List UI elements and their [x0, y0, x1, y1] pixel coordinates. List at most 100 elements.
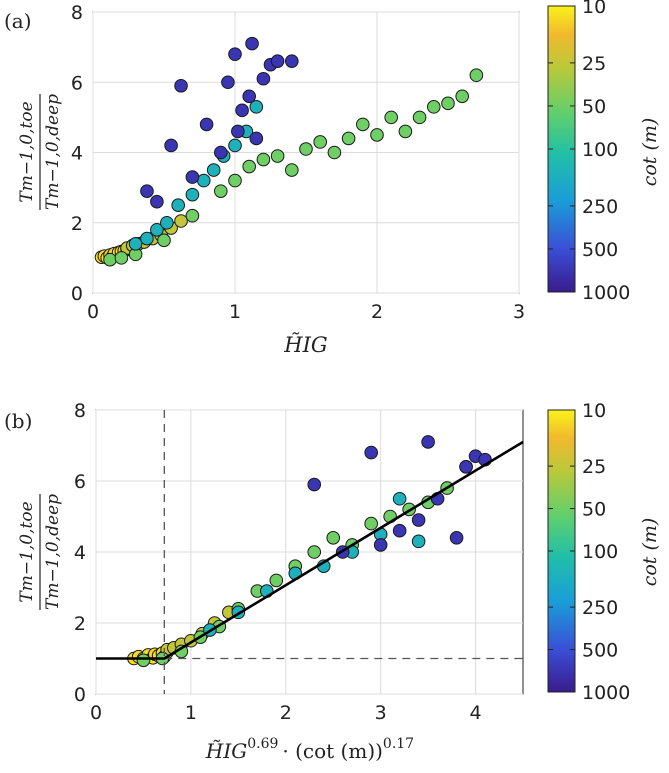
panel-a-data-point [221, 75, 235, 90]
panel-a-data-point [285, 163, 299, 177]
panel-a-data-point [313, 135, 328, 149]
panel-b-xtick-label: 4 [470, 702, 482, 724]
panel-b-xlabel: H̃IG0.69 · (cot (m))0.17 [205, 736, 414, 763]
panel-a-data-point [235, 103, 249, 118]
panel-a-data-point [327, 145, 342, 160]
panel-b-data-point [307, 545, 322, 559]
panel-b-ytick-label: 6 [74, 471, 86, 493]
panel-a-data-point [174, 214, 188, 228]
panel-a-ylabel: Tm−1,0,toe Tm−1,0,deep [17, 94, 63, 210]
panel-a-cb-tick-label: 500 [582, 239, 618, 261]
panel-a-data-point [356, 117, 370, 132]
panel-a-data-point [150, 194, 164, 209]
panel-b-ylabel: Tm−1,0,toe Tm−1,0,deep [17, 494, 63, 610]
panel-a-xtick-label: 3 [513, 301, 525, 323]
panel-b-data-point [421, 435, 435, 449]
panel-a-data-point [114, 251, 129, 265]
panel-b-data-point [269, 573, 284, 588]
panel-a-data-point [256, 152, 271, 167]
panel-a-data-point [469, 68, 484, 83]
panel-a-cb-tick-label: 100 [582, 139, 618, 161]
panel-a-data-point [228, 173, 242, 188]
panel-b-ytick-label: 0 [74, 684, 86, 706]
panel-b-cb-tick-label: 1000 [582, 682, 630, 704]
panel-b-colorbar-ticks: 10 25 50 100 250 500 1000 [548, 400, 630, 704]
panel-b-data-point [392, 491, 407, 506]
panel-b-ytick-label: 2 [74, 613, 86, 635]
panel-a-data-point [228, 138, 242, 153]
panel-b: (b) 0 1 2 3 4 0 2 4 6 8 Tm−1,0,toe Tm−1,0,deep H̃… [4, 400, 661, 763]
panel-a-data-point [214, 145, 228, 160]
panel-b-data-point [326, 531, 341, 545]
panel-b-data-point [411, 534, 426, 549]
panel-b-fit-line [96, 440, 524, 660]
panel-a-data-point [249, 100, 264, 114]
panel-b-ylabel-denominator: Tm−1,0,deep [43, 494, 63, 610]
panel-a-colorbar-ticks: 10 25 50 100 250 500 1000 [548, 0, 630, 304]
panel-a-data-point [441, 96, 455, 111]
panel-a-data-point [242, 89, 256, 104]
panel-a-data-point [270, 54, 285, 68]
panel-b-ticks: 0 1 2 3 4 0 2 4 6 8 [74, 400, 482, 724]
panel-a-xlabel: H̃IG [283, 333, 327, 357]
panel-a-data-point [214, 184, 228, 198]
panel-a-xtick-label: 0 [87, 301, 99, 323]
panel-b-xlabel-exp1: 0.69 [247, 736, 278, 752]
panel-a-ytick-label: 6 [71, 72, 83, 94]
panel-b-data-point [449, 531, 464, 545]
panel-b-data-point [364, 445, 378, 460]
panel-a-data-point [103, 252, 117, 267]
panel-a-data-point [140, 231, 154, 246]
panel-a-data-point [299, 142, 313, 156]
panel-b-data-point [373, 538, 388, 552]
panel-b-xlabel-exp2: 0.17 [383, 736, 414, 752]
panel-a-data-point [185, 187, 200, 202]
panel-a-ytick-label: 2 [71, 213, 83, 235]
panel-a-label: (a) [4, 9, 32, 33]
panel-b-cb-tick-label: 250 [582, 597, 618, 619]
panel-a-cb-tick-label: 10 [582, 0, 606, 18]
panel-a-data-point [199, 117, 214, 132]
panel-a-points [94, 36, 484, 267]
panel-a-data-point [171, 198, 185, 212]
panel-b-lines [96, 410, 524, 694]
panel-a-data-point [174, 78, 188, 93]
panel-b-data-point [136, 653, 151, 668]
panel-a-ytick-label: 4 [71, 143, 83, 165]
panel-b-xtick-label: 1 [185, 702, 197, 724]
panel-a-data-point [128, 237, 143, 251]
panel-a-cb-tick-label: 50 [582, 96, 606, 118]
panel-b-xlabel-mid: · (cot (m)) [282, 739, 383, 763]
panel-a-data-point [164, 138, 178, 153]
panel-a-data-point [140, 184, 154, 198]
panel-a-data-point [160, 215, 174, 230]
panel-b-xtick-label: 0 [90, 702, 102, 724]
panel-a-data-point [242, 159, 256, 174]
panel-b-xlabel-base: H̃IG [205, 739, 247, 763]
panel-a-data-point [412, 110, 427, 125]
panel-a-colorbar-label: cot (m) [639, 118, 661, 187]
panel-b-xtick-label: 3 [375, 702, 387, 724]
panel-a-data-point [398, 124, 413, 139]
panel-a-data-point [185, 208, 200, 223]
panel-a-data-point [185, 170, 200, 184]
panel-a-ytick-label: 0 [71, 283, 83, 305]
panel-b-label: (b) [4, 409, 32, 433]
panel-a-xtick-label: 2 [371, 301, 383, 323]
panel-a-ylabel-denominator: Tm−1,0,deep [43, 94, 63, 210]
panel-b-cb-tick-label: 100 [582, 541, 618, 563]
panel-a-data-point [150, 222, 164, 237]
panel-a-data-point [427, 100, 441, 114]
panel-a-data-point [384, 110, 399, 125]
panel-a-data-point [228, 47, 242, 61]
panel-b-ytick-label: 4 [74, 542, 86, 564]
panel-a-data-point [206, 163, 221, 177]
panel-b-data-point [411, 513, 426, 527]
panel-b-ytick-label: 8 [74, 400, 86, 422]
panel-b-cb-tick-label: 500 [582, 640, 618, 662]
panel-b-cb-tick-label: 10 [582, 400, 606, 422]
panel-a-ylabel-numerator: Tm−1,0,toe [17, 101, 37, 202]
panel-a-cb-tick-label: 1000 [582, 282, 630, 304]
panel-b-data-point [307, 477, 322, 492]
